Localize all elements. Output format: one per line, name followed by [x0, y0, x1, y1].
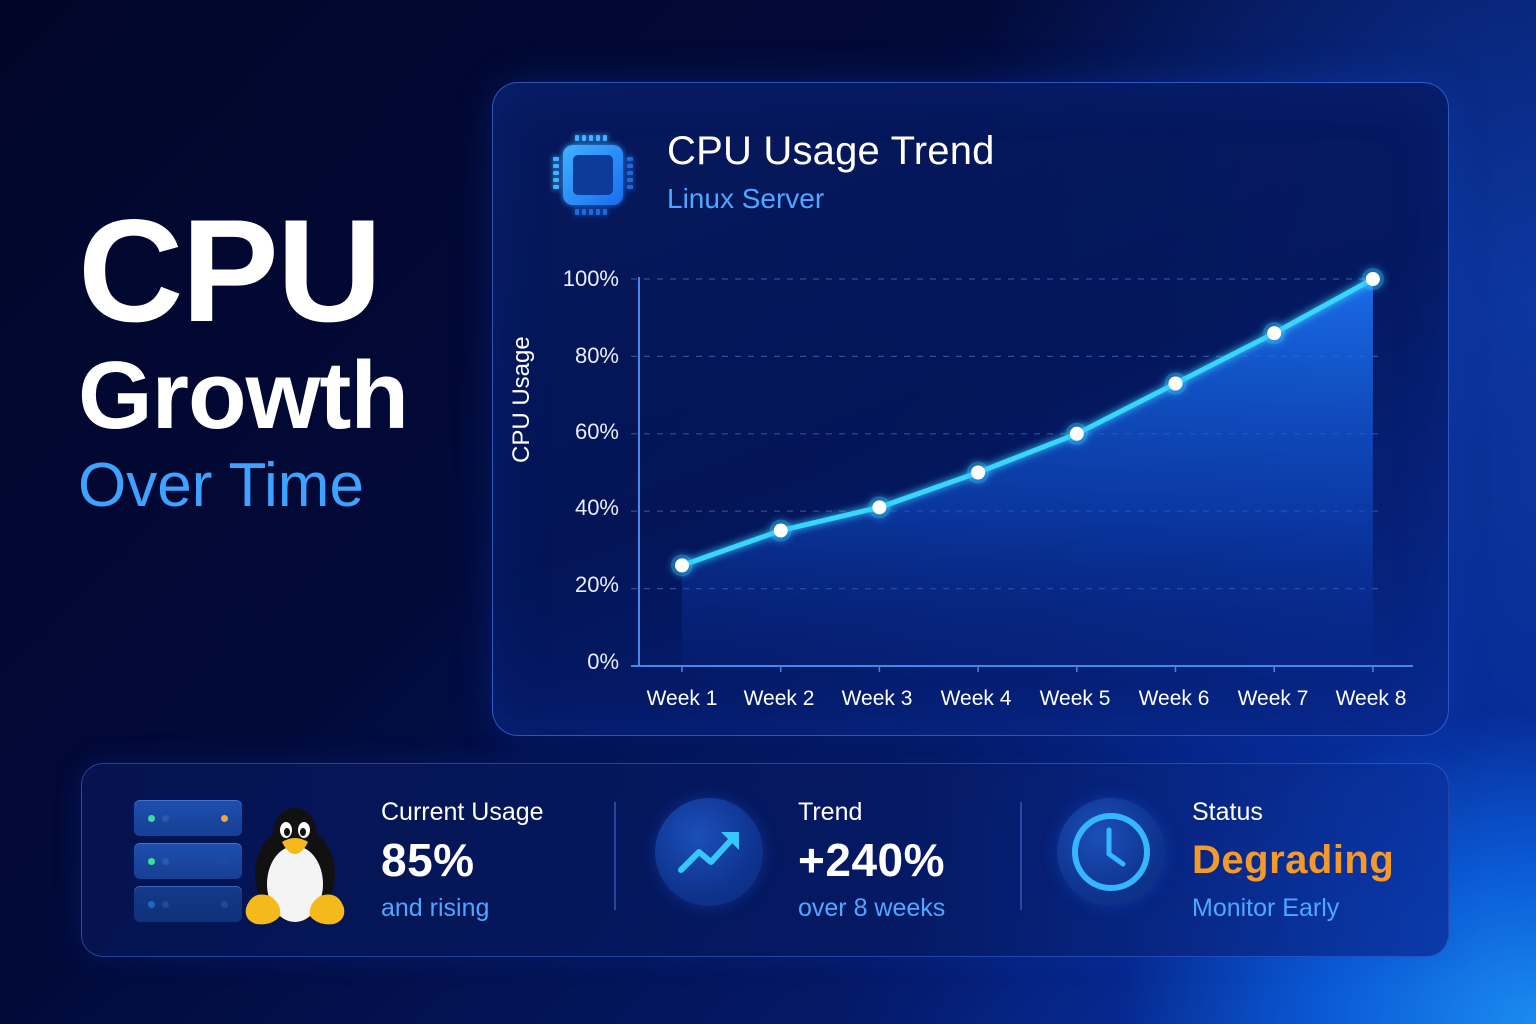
data-point	[971, 465, 986, 480]
data-point	[872, 500, 887, 515]
x-tick-label: Week 8	[1335, 687, 1407, 710]
hero-line-cpu: CPU	[78, 189, 382, 352]
data-points	[671, 268, 1384, 577]
chart-title: CPU Usage Trend	[667, 129, 995, 173]
chart-panel: CPU Usage Trend Linux Server CPU Usage 1…	[492, 82, 1449, 736]
hero-line-growth: Growth	[78, 342, 409, 449]
y-tick: 0%	[587, 649, 619, 674]
data-line	[679, 276, 1376, 568]
x-tick-label: Week 5	[1039, 687, 1111, 710]
server-rack-icon	[134, 800, 242, 929]
tux-penguin-icon	[245, 808, 345, 925]
stat-current-usage: Current Usage 85% and rising	[381, 794, 544, 926]
x-tick-label: Week 1	[646, 687, 718, 710]
hero-line-over-time: Over Time	[78, 451, 364, 520]
data-point	[1267, 326, 1282, 341]
hero-title: CPU Growth Over Time	[78, 189, 409, 522]
y-tick: 20%	[574, 572, 619, 597]
stat-label: Status	[1192, 798, 1263, 826]
stats-panel: Current Usage 85% and rising Trend +240%…	[81, 763, 1449, 957]
x-tick-marks	[681, 666, 1374, 672]
x-tick-label: Week 7	[1237, 687, 1309, 710]
x-tick-label: Week 3	[841, 687, 913, 710]
clock-icon	[1072, 813, 1150, 891]
data-point	[1365, 272, 1380, 286]
x-tick-label: Week 4	[940, 687, 1012, 710]
stat-sub: Monitor Early	[1192, 894, 1340, 922]
stat-status: Status Degrading Monitor Early	[1192, 794, 1394, 926]
x-tick-label: Week 6	[1138, 687, 1210, 710]
stat-trend: Trend +240% over 8 weeks	[798, 794, 945, 926]
status-badge: Degrading	[1192, 838, 1395, 882]
data-point	[773, 523, 788, 538]
area-fill	[682, 279, 1373, 666]
line-chart	[631, 268, 1413, 672]
y-tick: 60%	[574, 419, 619, 444]
trend-icon-circle	[655, 798, 763, 906]
chart-subtitle: Linux Server	[667, 183, 825, 214]
stat-sub: over 8 weeks	[798, 894, 946, 922]
y-tick: 100%	[562, 266, 619, 291]
y-tick: 40%	[574, 495, 619, 520]
data-point	[1069, 426, 1084, 441]
stat-label: Trend	[798, 798, 863, 826]
divider	[614, 802, 616, 910]
divider	[1020, 802, 1022, 910]
cpu-chip-icon	[553, 135, 633, 215]
y-tick: 80%	[574, 343, 619, 368]
stat-sub: and rising	[381, 894, 490, 922]
stat-label: Current Usage	[381, 798, 544, 826]
stat-value: +240%	[798, 834, 946, 886]
status-icon-circle	[1057, 798, 1165, 906]
trending-up-icon	[678, 832, 739, 873]
data-point	[675, 558, 689, 573]
x-tick-label: Week 2	[743, 687, 815, 710]
stat-value: 85%	[381, 834, 475, 886]
data-point	[1168, 376, 1183, 391]
